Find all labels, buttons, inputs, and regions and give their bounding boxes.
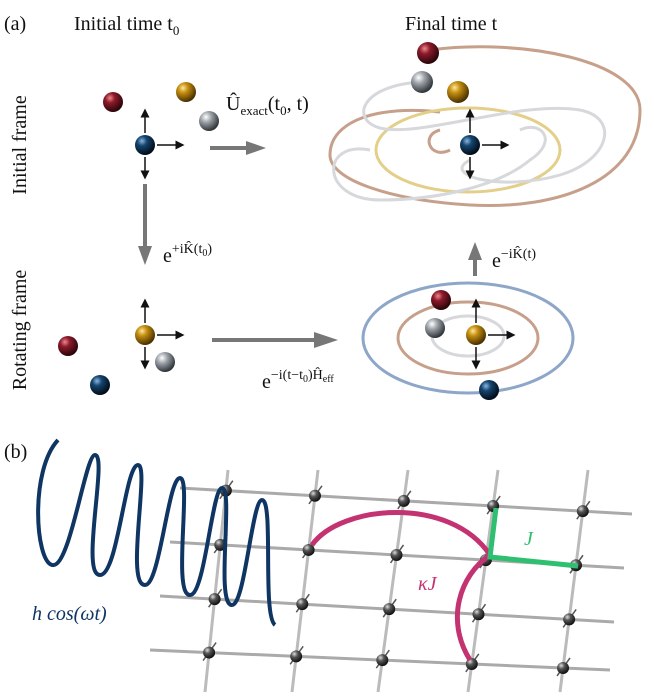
spin-gold <box>447 81 469 103</box>
lattice-column <box>560 470 588 692</box>
spin-blue <box>90 375 110 395</box>
spin-grey <box>155 352 175 372</box>
lattice-site <box>296 598 308 610</box>
operator-exact: Ûexact(t0, t) <box>226 91 309 118</box>
column-title: Final time t <box>405 13 498 35</box>
operator-effective: e−i(t−t0)Ĥeff <box>262 366 334 393</box>
lattice-site <box>563 613 575 625</box>
op-part: e <box>492 250 501 272</box>
panel-label: (a) <box>4 13 26 35</box>
lattice-site <box>303 544 315 556</box>
column-text: Initial time t <box>74 13 173 35</box>
spin-blue <box>460 135 480 155</box>
operator-to-initial: e−iK̂(t) <box>492 245 536 272</box>
spin-blue <box>135 135 155 155</box>
lattice-site <box>557 662 569 674</box>
lattice-site <box>383 603 395 615</box>
spin-blue <box>479 380 499 400</box>
column-subscript: 0 <box>173 23 180 38</box>
lattice-site <box>398 495 410 507</box>
lattice <box>150 470 632 692</box>
op-part: eff <box>323 374 335 385</box>
op-part: −iK̂(t) <box>501 245 536 262</box>
op-part: )Ĥ <box>308 366 323 383</box>
spin-gold <box>176 82 196 102</box>
op-part: (t <box>268 93 281 115</box>
op-part: exact <box>240 103 268 118</box>
lattice-site <box>473 608 485 620</box>
op-part: , t) <box>287 93 309 115</box>
op-part: −i(t−t <box>271 368 303 383</box>
coupling-label: J <box>524 528 534 550</box>
spin-gold <box>135 325 155 345</box>
op-part: e <box>163 245 172 267</box>
drive-wave <box>38 440 275 625</box>
lattice-site <box>376 654 388 666</box>
spin-red <box>417 42 439 64</box>
long-range-coupling <box>312 513 490 661</box>
drive-label: h cos(ωt) <box>32 603 107 625</box>
lattice-site <box>290 650 302 662</box>
lattice-site <box>391 549 403 561</box>
nn-coupling <box>490 508 578 566</box>
op-part: Û <box>226 91 241 115</box>
column-title: Initial time t0 <box>74 13 179 38</box>
spin-grey <box>411 71 433 93</box>
op-part: ) <box>207 242 212 257</box>
panel-label: (b) <box>4 441 27 463</box>
lattice-site <box>203 647 215 659</box>
orbits-initial-frame <box>330 47 640 206</box>
lattice-site <box>309 490 321 502</box>
op-part: +iK̂(t <box>172 240 203 257</box>
spin-red <box>431 290 451 310</box>
operator-to-rotating: e+iK̂(t0) <box>163 240 212 267</box>
op-part: e <box>262 371 271 393</box>
row-title: Rotating frame <box>9 270 31 391</box>
long-range-label: κJ <box>418 573 438 595</box>
spin-red <box>58 336 78 356</box>
spin-grey <box>199 111 219 131</box>
spin-grey <box>425 318 445 338</box>
lattice-site <box>577 505 589 517</box>
row-title: Initial frame <box>9 95 31 195</box>
spin-red <box>103 92 123 112</box>
axes-crosses <box>145 113 511 365</box>
figure: (a) Initial time t0 Final time t Initial… <box>0 0 654 696</box>
spin-gold <box>466 325 486 345</box>
lattice-site <box>209 593 221 605</box>
